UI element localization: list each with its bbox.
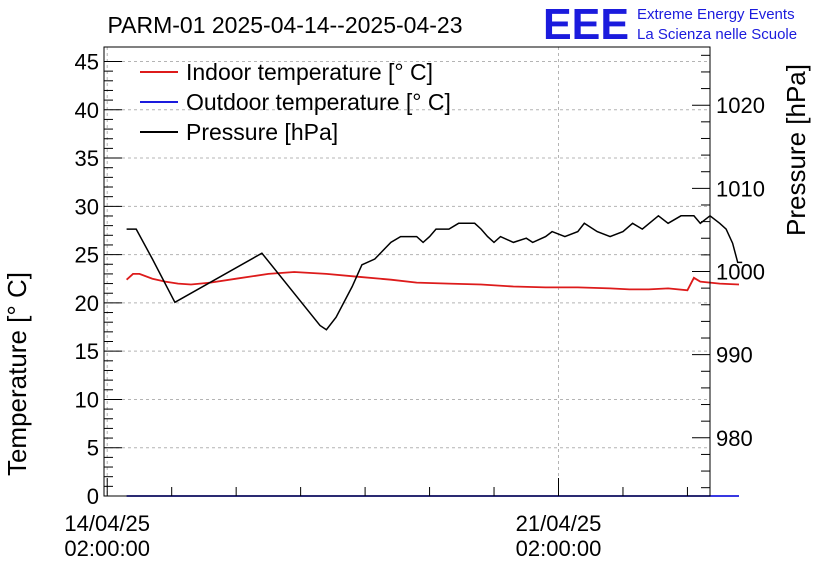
y-tick-label: 0 — [87, 484, 99, 509]
indoor-temperature-line — [125, 271, 740, 292]
x-tick-label: 14/04/25 — [64, 511, 150, 536]
axes: 0 5 10 15 20 25 30 35 40 45 980 990 1000 1010 1020 14/0… — [64, 49, 765, 561]
y-tick-label: 10 — [75, 387, 99, 412]
pressure-legend-label: Pressure [hPa] — [186, 119, 338, 145]
indoor-temperature-legend-label: Indoor temperature [° C] — [186, 59, 433, 85]
logo-line2: La Scienza nelle Scuole — [637, 26, 797, 43]
y2-tick-label: 1000 — [716, 260, 765, 285]
y2-tick-label: 1010 — [716, 176, 765, 201]
series-layer — [125, 214, 743, 497]
logo-line1: Extreme Energy Events — [637, 6, 795, 23]
x-tick-time: 02:00:00 — [64, 536, 150, 561]
y2-axis-label: Pressure [hPa] — [781, 64, 811, 236]
y-tick-label: 45 — [75, 49, 99, 74]
y2-tick-label: 980 — [716, 426, 753, 451]
y-tick-label: 25 — [75, 243, 99, 268]
y-tick-label: 40 — [75, 98, 99, 123]
chart-title: PARM-01 2025-04-14--2025-04-23 — [108, 12, 463, 38]
x-tick-label: 21/04/25 — [516, 511, 602, 536]
y-tick-label: 35 — [75, 146, 99, 171]
legend: Indoor temperature [° C] Outdoor temperat… — [140, 59, 451, 145]
grid — [104, 47, 710, 497]
y2-tick-label: 1020 — [716, 93, 765, 118]
y-tick-label: 15 — [75, 339, 99, 364]
y2-tick-label: 990 — [716, 343, 753, 368]
y-axis-label: Temperature [° C] — [2, 272, 32, 476]
y-tick-label: 30 — [75, 194, 99, 219]
y-tick-label: 20 — [75, 291, 99, 316]
pressure-line — [126, 214, 743, 331]
logo-mark: EEE — [543, 0, 629, 49]
y-tick-label: 5 — [87, 436, 99, 461]
outdoor-temperature-legend-label: Outdoor temperature [° C] — [186, 89, 451, 115]
x-tick-time: 02:00:00 — [516, 536, 602, 561]
